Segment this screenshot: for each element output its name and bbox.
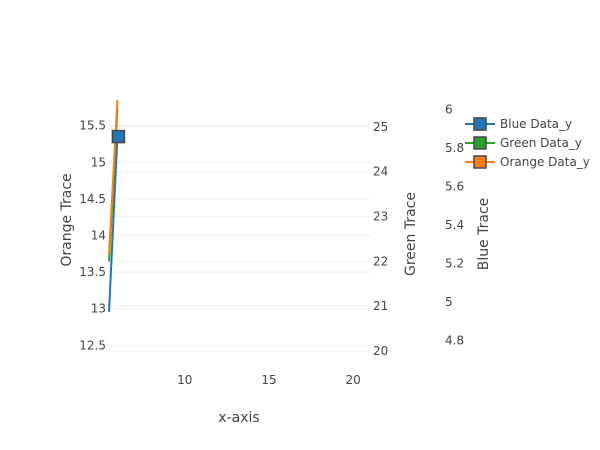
trace-line-orange-data-y bbox=[108, 99, 119, 254]
trace-marker-blue bbox=[111, 129, 126, 144]
y-tick-label-blue: 5 bbox=[445, 295, 453, 309]
y-tick-label-green: 22 bbox=[373, 254, 388, 268]
legend-item-green-data-y[interactable]: Green Data_y bbox=[465, 136, 582, 150]
trace-line-blue-data-y bbox=[108, 136, 119, 312]
y-tick-label-blue: 4.8 bbox=[445, 334, 464, 348]
legend-item-blue-data-y[interactable]: Blue Data_y bbox=[465, 117, 572, 131]
grid-lines bbox=[109, 125, 370, 352]
y-tick-label-blue: 5.4 bbox=[445, 218, 464, 232]
x-tick-label: 20 bbox=[346, 373, 361, 387]
y-tick-label-orange: 13 bbox=[91, 302, 106, 316]
legend-label: Green Data_y bbox=[500, 136, 582, 150]
legend-marker bbox=[473, 136, 487, 150]
y-tick-label-green: 24 bbox=[373, 165, 388, 179]
y-tick-label-blue: 5.2 bbox=[445, 257, 464, 271]
y-axis-title-green: Green Trace bbox=[403, 192, 419, 276]
legend-marker bbox=[473, 117, 487, 131]
legend-label: Orange Data_y bbox=[500, 155, 590, 169]
y-axis-title-orange: Orange Trace bbox=[59, 173, 75, 266]
y-tick-label-blue: 5.8 bbox=[445, 141, 464, 155]
y-tick-label-green: 20 bbox=[373, 344, 388, 358]
y-tick-label-orange: 14.5 bbox=[79, 192, 106, 206]
x-tick-label: 10 bbox=[177, 373, 192, 387]
legend-label: Blue Data_y bbox=[500, 117, 572, 131]
legend[interactable]: Blue Data_y Green Data_y Orange Data_y bbox=[465, 117, 590, 169]
y-tick-label-green: 25 bbox=[373, 120, 388, 134]
y-tick-label-orange: 15 bbox=[91, 155, 106, 169]
x-axis-title: x-axis bbox=[218, 410, 259, 426]
y-tick-label-blue: 6 bbox=[445, 103, 453, 117]
y-tick-label-orange: 15.5 bbox=[79, 119, 106, 133]
y-tick-label-green: 21 bbox=[373, 299, 388, 313]
y-tick-label-orange: 13.5 bbox=[79, 265, 106, 279]
y-tick-label-green: 23 bbox=[373, 210, 388, 224]
y-tick-label-orange: 12.5 bbox=[79, 338, 106, 352]
y-tick-label-blue: 5.6 bbox=[445, 180, 464, 194]
x-tick-label: 15 bbox=[261, 373, 276, 387]
y-axis-ticks: 12.5 13 13.5 14 14.5 15 15.5 20 21 22 23 24 25 4.8 5 5.… bbox=[79, 103, 464, 358]
legend-marker bbox=[473, 155, 487, 169]
y-axis-title-blue: Blue Trace bbox=[476, 198, 492, 271]
plot-traces bbox=[108, 99, 126, 312]
x-axis-ticks: 10 15 20 bbox=[177, 373, 361, 387]
y-tick-label-orange: 14 bbox=[91, 228, 106, 242]
legend-item-orange-data-y[interactable]: Orange Data_y bbox=[465, 155, 590, 169]
